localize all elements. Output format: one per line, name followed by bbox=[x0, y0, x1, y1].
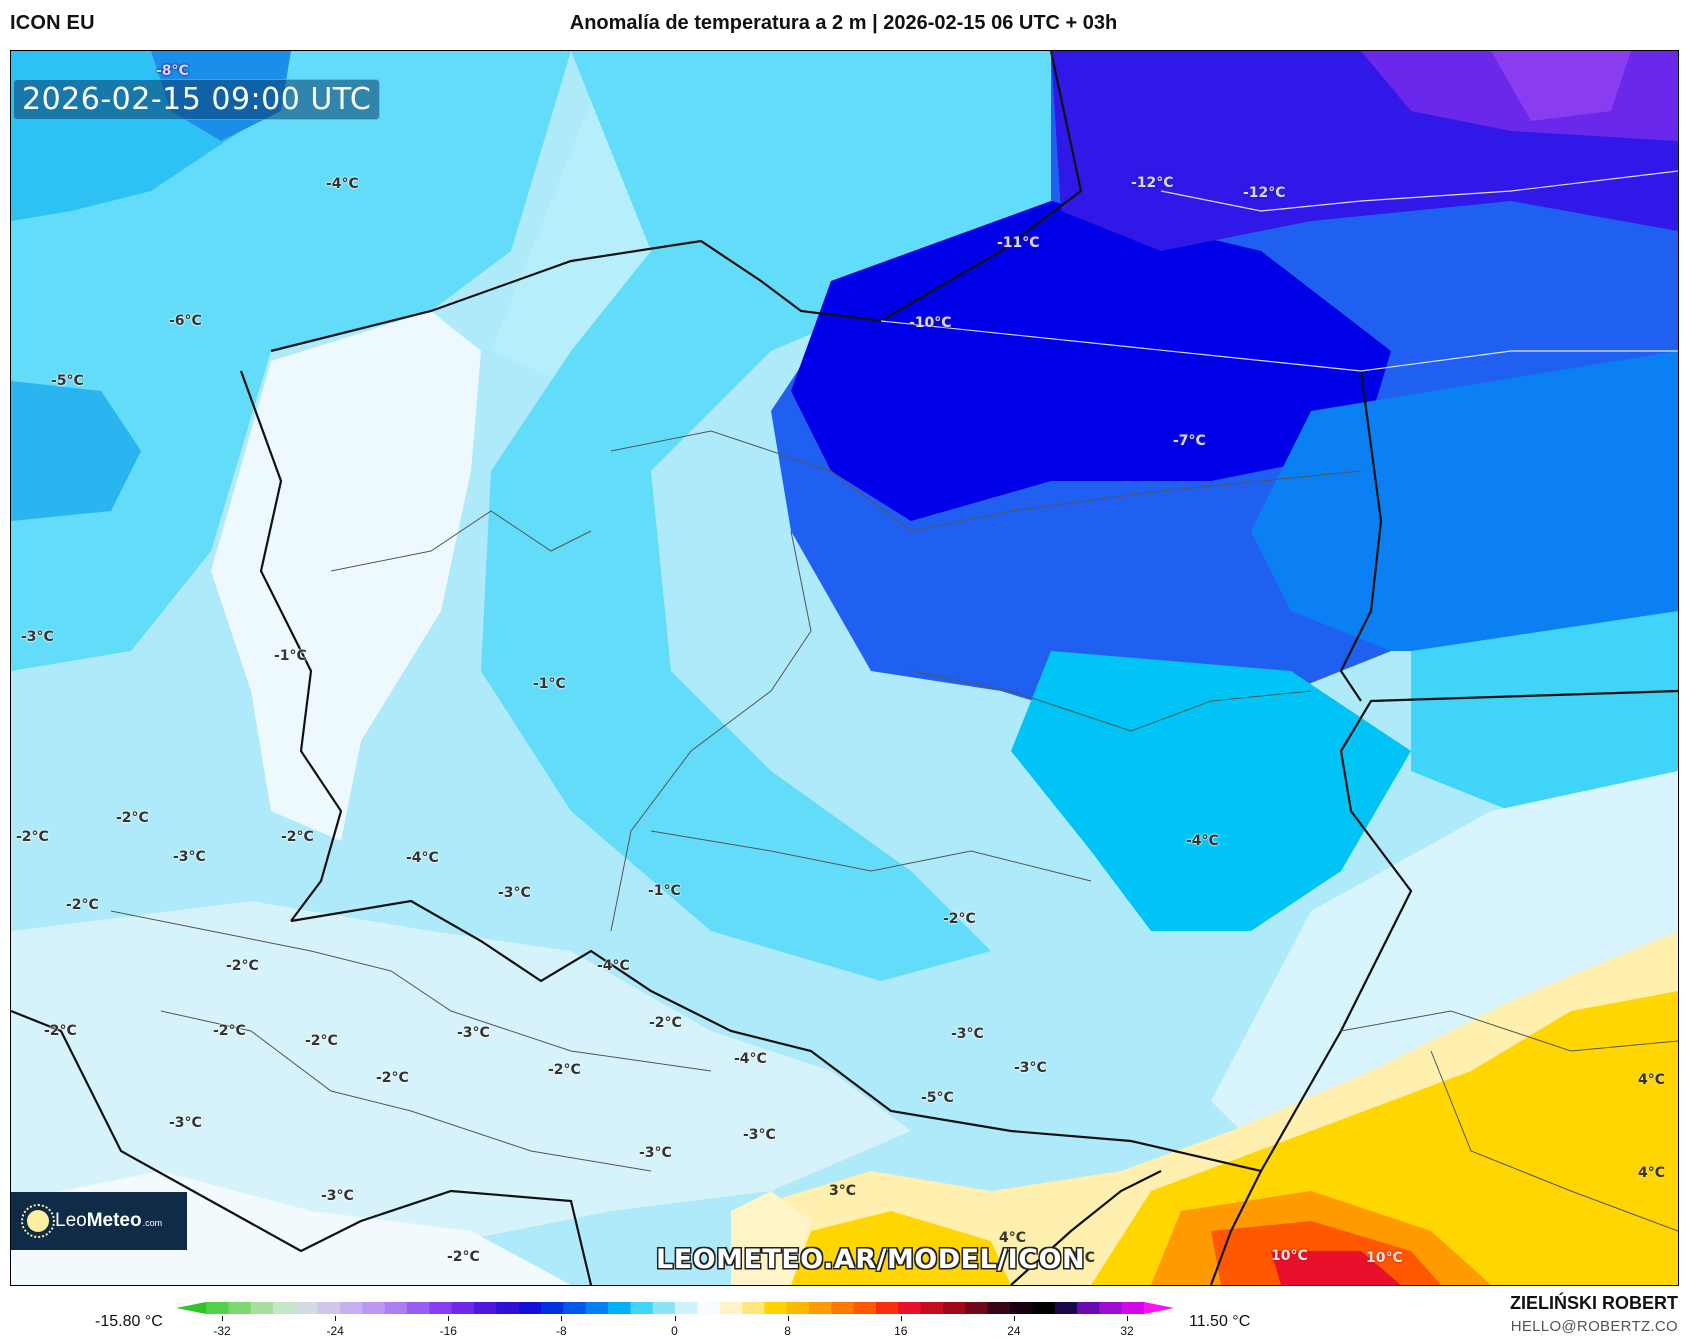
colorbar-tick-label: -24 bbox=[326, 1324, 344, 1338]
contour-label: -2°C bbox=[116, 810, 149, 826]
contour-label: -3°C bbox=[951, 1026, 984, 1042]
contour-label: 10°C bbox=[1271, 1248, 1308, 1264]
contour-label: 4°C bbox=[1638, 1165, 1666, 1181]
contour-label: 4°C bbox=[1638, 1072, 1666, 1088]
logo-text: LeoMeteo.com bbox=[55, 1210, 163, 1231]
colorbar-tick bbox=[335, 1316, 337, 1321]
contour-label: -10°C bbox=[909, 315, 952, 331]
colorbar bbox=[176, 1302, 1174, 1314]
temperature-anomaly-map[interactable]: 2026-02-15 09:00 UTC -8°C -4°C -6°C -5°C -12… bbox=[10, 50, 1679, 1286]
contour-label: -7°C bbox=[1173, 433, 1206, 449]
contour-label: -1°C bbox=[274, 648, 307, 664]
colorbar-tick bbox=[787, 1316, 789, 1321]
contour-label: -11°C bbox=[997, 235, 1040, 251]
contour-label: -4°C bbox=[1186, 833, 1219, 849]
contour-label: -4°C bbox=[734, 1051, 767, 1067]
contour-label: -1°C bbox=[533, 676, 566, 692]
contour-label: -2°C bbox=[226, 958, 259, 974]
contour-label: -2°C bbox=[943, 911, 976, 927]
contour-label: -4°C bbox=[326, 176, 359, 192]
author-email[interactable]: HELLO@ROBERTZ.CO bbox=[1510, 1318, 1678, 1335]
colorbar-tick-label: -32 bbox=[213, 1324, 231, 1338]
contour-label: -2°C bbox=[548, 1062, 581, 1078]
contour-label: -8°C bbox=[156, 63, 189, 79]
contour-label: 10°C bbox=[1366, 1250, 1403, 1266]
colorbar-tick bbox=[900, 1316, 902, 1321]
valid-time-badge: 2026-02-15 09:00 UTC bbox=[13, 79, 381, 120]
contour-label: -3°C bbox=[21, 629, 54, 645]
contour-label: -4°C bbox=[597, 958, 630, 974]
contour-label: 4°C bbox=[999, 1230, 1027, 1246]
contour-label: -2°C bbox=[305, 1033, 338, 1049]
colorbar-tick-label: -8 bbox=[556, 1324, 567, 1338]
colorbar-tick-label: 16 bbox=[894, 1324, 908, 1338]
contour-label: -2°C bbox=[213, 1023, 246, 1039]
model-name: ICON EU bbox=[10, 12, 95, 34]
contour-label: -3°C bbox=[173, 849, 206, 865]
colorbar-tick bbox=[1013, 1316, 1015, 1321]
colorbar-tick bbox=[1127, 1316, 1128, 1321]
contour-label: -5°C bbox=[51, 373, 84, 389]
contour-label: -3°C bbox=[169, 1115, 202, 1131]
contour-label: -2°C bbox=[44, 1023, 77, 1039]
contour-label: -3°C bbox=[1014, 1060, 1047, 1076]
contour-label: 4°C bbox=[1068, 1250, 1096, 1266]
colorbar-min-label: -15.80 °C bbox=[95, 1313, 163, 1330]
contour-label: -2°C bbox=[376, 1070, 409, 1086]
watermark-url: LEOMETEO.AR/MODEL/ICON bbox=[656, 1244, 1086, 1275]
colorbar-tick bbox=[561, 1316, 563, 1321]
contour-label: -2°C bbox=[649, 1015, 682, 1031]
contour-label: -6°C bbox=[169, 313, 202, 329]
contour-label: -3°C bbox=[639, 1145, 672, 1161]
colorbar-tick-label: 32 bbox=[1120, 1324, 1134, 1338]
colorbar-tick bbox=[448, 1316, 450, 1321]
contour-label: -4°C bbox=[406, 850, 439, 866]
contour-label: -3°C bbox=[743, 1127, 776, 1143]
contour-label: -2°C bbox=[66, 897, 99, 913]
colorbar-max-label: 11.50 °C bbox=[1189, 1313, 1251, 1330]
colorbar-tick bbox=[222, 1316, 223, 1321]
contour-label: -12°C bbox=[1131, 175, 1174, 191]
map-canvas bbox=[11, 51, 1678, 1285]
contour-label: -3°C bbox=[321, 1188, 354, 1204]
contour-label: -3°C bbox=[498, 885, 531, 901]
contour-label: -2°C bbox=[16, 829, 49, 845]
author-name: ZIELIŃSKI ROBERT bbox=[1509, 1293, 1678, 1313]
colorbar-tick-label: 8 bbox=[784, 1324, 791, 1338]
colorbar-ticks: -32 -24 -16 -8 0 8 16 24 32 bbox=[0, 1316, 1687, 1340]
contour-label: -2°C bbox=[281, 829, 314, 845]
colorbar-tick-label: 0 bbox=[671, 1324, 678, 1338]
leometeo-logo[interactable]: LeoMeteo.com bbox=[11, 1192, 187, 1250]
colorbar-tick-label: 24 bbox=[1007, 1324, 1021, 1338]
contour-label: 3°C bbox=[829, 1183, 857, 1199]
colorbar-tick-label: -16 bbox=[439, 1324, 457, 1338]
chart-title: Anomalía de temperatura a 2 m | 2026-02-… bbox=[569, 12, 1118, 34]
colorbar-tick bbox=[674, 1316, 676, 1321]
contour-label: -5°C bbox=[921, 1090, 954, 1106]
contour-label: -1°C bbox=[648, 883, 681, 899]
sun-icon bbox=[21, 1204, 55, 1238]
contour-label: -2°C bbox=[447, 1249, 480, 1265]
contour-label: -12°C bbox=[1243, 185, 1286, 201]
contour-label: -3°C bbox=[457, 1025, 490, 1041]
